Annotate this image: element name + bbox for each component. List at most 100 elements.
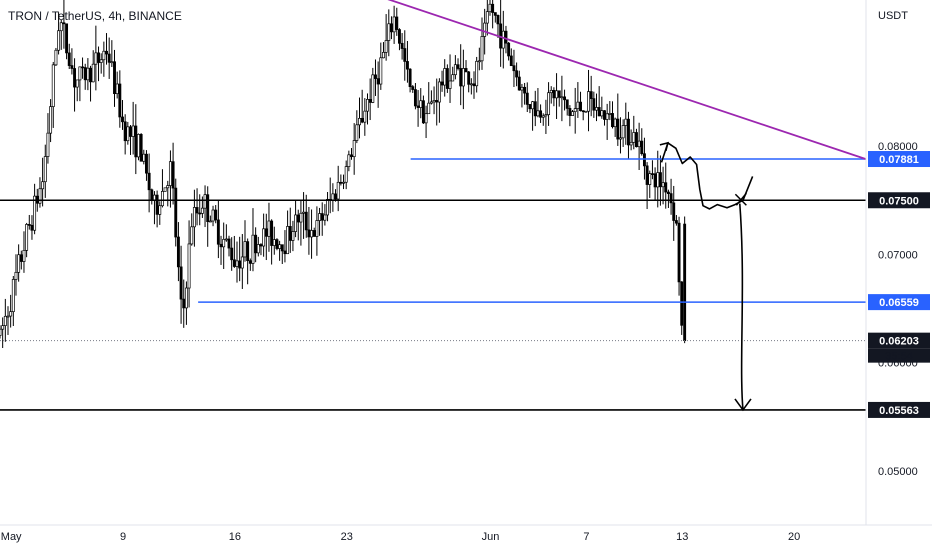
candle-body [243, 241, 247, 258]
candle-body [320, 213, 324, 221]
projection-path [660, 142, 754, 210]
candle-body [283, 250, 287, 255]
candle-body [3, 315, 7, 326]
price-tag-box [868, 332, 930, 349]
candle-body [1, 325, 5, 330]
candle-body [99, 59, 103, 63]
candle-body [523, 86, 527, 94]
candle-body [339, 181, 343, 184]
price-tag-box [868, 401, 930, 418]
currency-label: USDT [878, 10, 908, 22]
time-tick-label: 9 [120, 531, 126, 543]
candle-body [296, 214, 300, 223]
candle-body [129, 126, 132, 137]
drop-arrow-shaft [738, 203, 744, 411]
candle-body [525, 92, 529, 105]
candle-body [264, 228, 268, 237]
candle-body [126, 126, 130, 142]
candles [0, 0, 687, 348]
candle-body [555, 90, 559, 99]
candle-body [642, 153, 646, 167]
price-tags: 0.07881 0.07500 0.06559 0.06203 35:54 0.05563 [868, 151, 930, 418]
candle-body [155, 194, 159, 215]
candle-body [256, 244, 260, 254]
candle-body [443, 68, 447, 86]
candle-body [192, 207, 196, 228]
candle-body [299, 212, 303, 223]
candle-body [493, 12, 497, 16]
candle-body [222, 238, 226, 248]
candle-body [342, 181, 345, 184]
candle-body [304, 211, 308, 231]
candle-body [437, 81, 441, 103]
candle-body [224, 238, 228, 241]
candle-body [472, 83, 476, 87]
price-tick-label: 0.07000 [878, 249, 918, 261]
candle-body [347, 154, 351, 167]
time-axis[interactable]: May 9 16 23 Jun 7 13 20 [0, 524, 932, 543]
candle-body [67, 52, 71, 66]
candle-body [216, 219, 220, 245]
candle-body [137, 134, 140, 158]
candle-body [568, 108, 572, 116]
candle-body [142, 153, 146, 162]
candle-body [131, 125, 135, 137]
candle-body [669, 193, 673, 204]
candle-body [587, 91, 590, 112]
price-tick-label: 0.08000 [878, 141, 918, 153]
candle-body [238, 260, 242, 269]
candle-body [145, 153, 148, 174]
candle-body [171, 161, 175, 189]
candle-body [650, 173, 654, 175]
support-resistance-lines [0, 0, 867, 411]
candle-body [611, 113, 614, 128]
candle-body [187, 243, 191, 289]
candle-body [318, 213, 322, 221]
price-tick-label: 0.05000 [878, 466, 918, 478]
candle-body [246, 241, 250, 262]
candle-body [637, 140, 641, 148]
candle-body [573, 108, 577, 113]
candle-body [541, 115, 545, 118]
countdown-box [868, 348, 930, 363]
candle-body [43, 156, 47, 183]
time-tick-label: May [1, 531, 22, 543]
candle-body [629, 141, 633, 146]
candle-body [278, 244, 282, 249]
price-tag-label: 0.07881 [879, 154, 919, 166]
candle-body [198, 212, 202, 215]
candle-body [294, 214, 298, 232]
candle-body [211, 209, 215, 222]
candle-body [102, 50, 106, 61]
candle-body [547, 92, 551, 115]
trendline [387, 0, 867, 160]
candle-body [310, 230, 314, 238]
candle-body [232, 259, 236, 267]
candle-body [416, 105, 420, 108]
candle-body [648, 173, 652, 185]
candle-body [248, 260, 252, 264]
candle-body [613, 118, 617, 128]
candle-body [477, 60, 481, 63]
candle-body [656, 172, 660, 188]
candle-body [81, 66, 85, 69]
candle-body [163, 187, 167, 192]
candle-body [557, 90, 561, 98]
candle-body [475, 60, 479, 87]
candle-body [259, 244, 263, 247]
candle-body [672, 202, 676, 221]
candle-body [552, 89, 556, 99]
candle-body [467, 71, 471, 85]
candle-body [411, 86, 415, 90]
cross-mark [734, 192, 747, 206]
candle-body [509, 55, 513, 67]
candle-body [603, 110, 606, 120]
candle-body [384, 40, 388, 53]
candle-body [14, 271, 18, 280]
candle-body [315, 220, 319, 237]
candle-body [619, 137, 622, 140]
candle-body [368, 99, 372, 103]
candle-body [17, 254, 21, 273]
